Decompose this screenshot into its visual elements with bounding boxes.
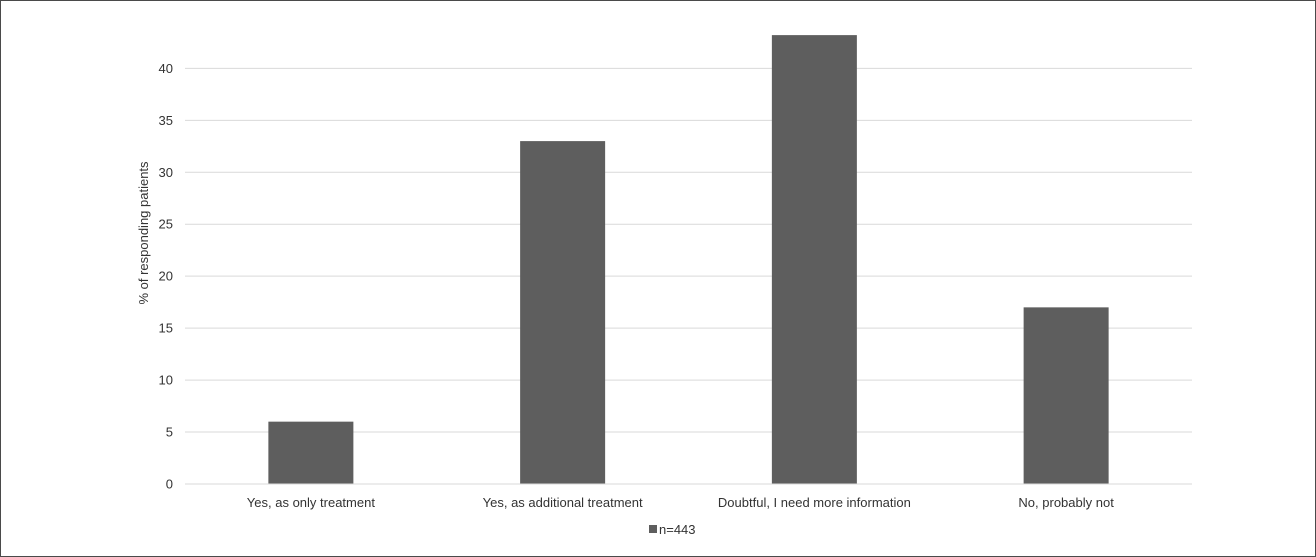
x-category-label: Doubtful, I need more information: [718, 495, 911, 510]
y-tick-label: 40: [159, 61, 173, 76]
y-axis-ticks: 0 5 10 15 20 25 30 35 40: [159, 61, 173, 492]
x-category-label: Yes, as only treatment: [247, 495, 376, 510]
bars: [268, 35, 1109, 484]
y-axis-label: % of responding patients: [136, 161, 151, 305]
y-tick-label: 20: [159, 269, 173, 284]
bar: [268, 421, 354, 484]
bar: [771, 35, 857, 484]
gridlines: [185, 67, 1192, 433]
x-category-label: Yes, as additional treatment: [483, 495, 643, 510]
bar: [1023, 307, 1109, 484]
x-category-label: No, probably not: [1018, 495, 1114, 510]
x-axis-labels: Yes, as only treatment Yes, as additional…: [247, 495, 1114, 510]
legend: n=443: [649, 522, 696, 537]
y-tick-label: 35: [159, 113, 173, 128]
legend-swatch: [649, 525, 657, 533]
y-tick-label: 5: [166, 425, 173, 440]
y-tick-label: 30: [159, 165, 173, 180]
y-tick-label: 15: [159, 321, 173, 336]
y-tick-label: 25: [159, 217, 173, 232]
y-tick-label: 10: [159, 373, 173, 388]
bar: [520, 141, 606, 484]
y-tick-label: 0: [166, 477, 173, 492]
legend-label: n=443: [659, 522, 696, 537]
